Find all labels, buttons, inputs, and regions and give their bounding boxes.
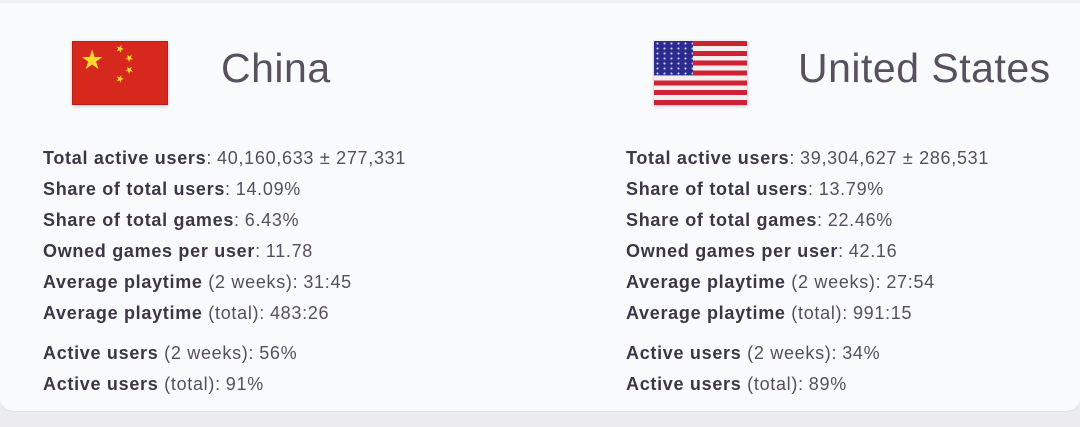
stat-label-qualifier: : xyxy=(255,241,261,261)
stat-label: Share of total users xyxy=(626,179,809,199)
stat-label: Owned games per user xyxy=(43,241,256,261)
stat-row: Active users (2 weeks): 56% xyxy=(43,343,297,374)
stat-row: Active users (total): 89% xyxy=(626,374,880,405)
stat-value: 31:45 xyxy=(303,272,352,292)
stat-label: Total active users xyxy=(626,148,790,168)
active-stats-list-united-states: Active users (2 weeks): 34% Active users … xyxy=(626,343,880,405)
stat-row: Share of total games: 6.43% xyxy=(43,210,406,241)
stat-value: 13.79% xyxy=(818,179,884,199)
stat-label-qualifier: (total): xyxy=(785,303,848,323)
stat-label-qualifier: : xyxy=(817,210,823,230)
stat-row: Share of total games: 22.46% xyxy=(626,210,989,241)
comparison-card: ★ ★ ★ ★ ★ China Total active users: 40,16… xyxy=(0,0,1080,412)
country-panel-united-states: United States Total active users: 39,304,… xyxy=(582,3,1080,427)
stat-value: 39,304,627 ± 286,531 xyxy=(800,148,990,168)
stat-label-qualifier: (2 weeks): xyxy=(158,343,255,363)
stat-row: Total active users: 39,304,627 ± 286,531 xyxy=(626,148,989,179)
stat-value: 991:15 xyxy=(852,303,913,323)
stat-label-qualifier: (total): xyxy=(158,374,221,394)
stat-row: Share of total users: 13.79% xyxy=(626,179,989,210)
stats-list-united-states: Total active users: 39,304,627 ± 286,531 … xyxy=(626,148,989,334)
china-flag-small-star: ★ xyxy=(113,72,126,87)
stat-label: Active users xyxy=(43,343,159,363)
stat-label-qualifier: (total): xyxy=(741,374,804,394)
stat-row: Active users (total): 91% xyxy=(43,374,297,405)
china-flag-icon: ★ ★ ★ ★ ★ xyxy=(72,41,168,105)
stat-label: Average playtime xyxy=(626,272,786,292)
stat-label: Average playtime xyxy=(43,272,203,292)
us-flag-icon xyxy=(654,41,747,105)
stat-row: Average playtime (2 weeks): 31:45 xyxy=(43,272,406,303)
stat-label-qualifier: (2 weeks): xyxy=(202,272,299,292)
stat-label: Active users xyxy=(43,374,159,394)
stat-label: Total active users xyxy=(43,148,207,168)
stat-value: 40,160,633 ± 277,331 xyxy=(217,148,407,168)
stat-label: Active users xyxy=(626,374,742,394)
stat-value: 91% xyxy=(225,374,264,394)
stat-label: Share of total games xyxy=(43,210,235,230)
stat-label-qualifier: (total): xyxy=(202,303,265,323)
stat-row: Owned games per user: 11.78 xyxy=(43,241,406,272)
stat-value: 34% xyxy=(842,343,881,363)
stat-label-qualifier: : xyxy=(225,179,231,199)
stat-value: 22.46% xyxy=(827,210,893,230)
us-flag-canton xyxy=(654,41,694,76)
stat-value: 483:26 xyxy=(269,303,330,323)
stat-value: 56% xyxy=(259,343,298,363)
stat-value: 42.16 xyxy=(848,241,898,261)
stat-row: Active users (2 weeks): 34% xyxy=(626,343,880,374)
stat-value: 89% xyxy=(808,374,847,394)
country-title-united-states: United States xyxy=(798,45,1051,91)
china-flag-big-star: ★ xyxy=(80,45,105,75)
stat-label: Share of total games xyxy=(626,210,818,230)
stat-row: Average playtime (2 weeks): 27:54 xyxy=(626,272,989,303)
stat-row: Total active users: 40,160,633 ± 277,331 xyxy=(43,148,406,179)
stat-row: Share of total users: 14.09% xyxy=(43,179,406,210)
stat-label-qualifier: (2 weeks): xyxy=(741,343,838,363)
stat-value: 6.43% xyxy=(244,210,300,230)
stat-label-qualifier: : xyxy=(808,179,814,199)
stat-value: 14.09% xyxy=(235,179,301,199)
stat-label-qualifier: : xyxy=(838,241,844,261)
stat-label: Average playtime xyxy=(43,303,203,323)
stat-label: Average playtime xyxy=(626,303,786,323)
stat-label-qualifier: : xyxy=(789,148,796,168)
stats-list-china: Total active users: 40,160,633 ± 277,331 … xyxy=(43,148,406,334)
stat-value: 11.78 xyxy=(265,241,313,261)
stat-label-qualifier: (2 weeks): xyxy=(785,272,882,292)
stat-label: Share of total users xyxy=(43,179,226,199)
stat-row: Average playtime (total): 483:26 xyxy=(43,303,406,334)
stat-row: Owned games per user: 42.16 xyxy=(626,241,989,272)
country-panel-china: ★ ★ ★ ★ ★ China Total active users: 40,16… xyxy=(0,3,500,427)
china-flag-small-star: ★ xyxy=(113,42,126,57)
country-title-china: China xyxy=(221,45,331,91)
stat-label-qualifier: : xyxy=(234,210,240,230)
stat-row: Average playtime (total): 991:15 xyxy=(626,303,989,334)
stat-value: 27:54 xyxy=(886,272,935,292)
active-stats-list-china: Active users (2 weeks): 56% Active users … xyxy=(43,343,297,405)
stat-label: Active users xyxy=(626,343,742,363)
stat-label: Owned games per user xyxy=(626,241,839,261)
stat-label-qualifier: : xyxy=(206,148,213,168)
